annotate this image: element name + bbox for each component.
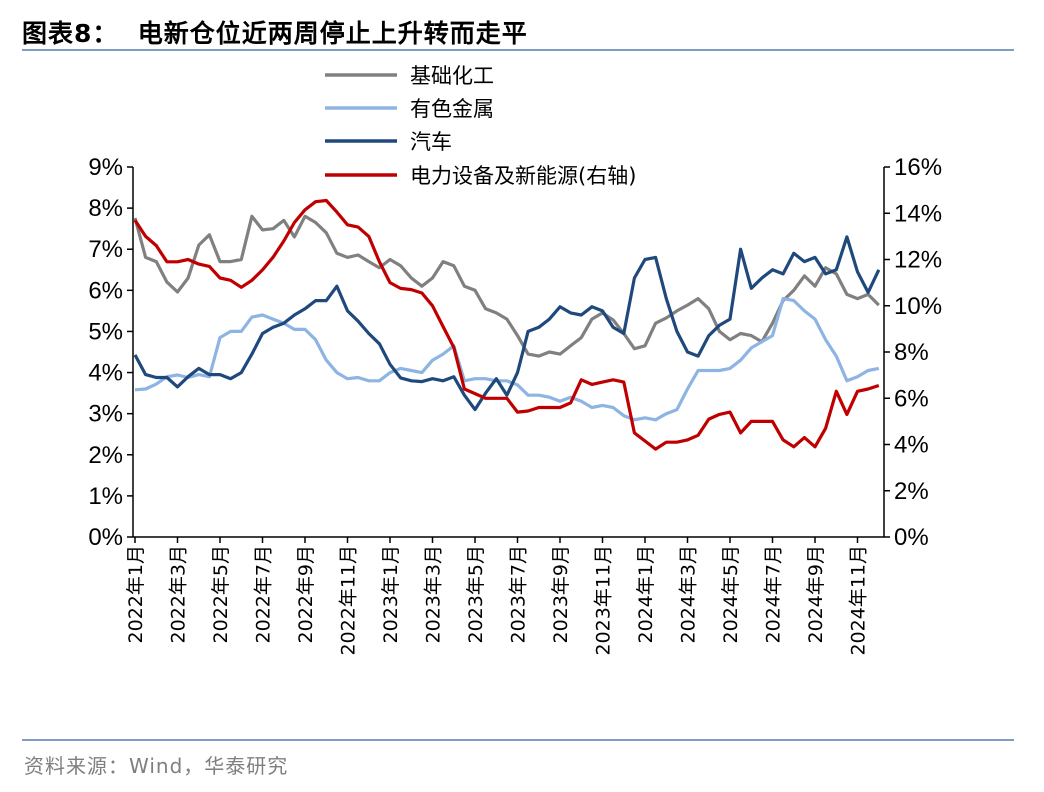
x-tick-label: 2024年7月	[763, 545, 785, 643]
chart-title: 图表8： 电新仓位近两周停止上升转而走平	[22, 19, 528, 48]
x-tick-label: 2022年7月	[253, 545, 275, 643]
x-tick-label: 2024年9月	[805, 545, 827, 643]
right-tick-label: 8%	[894, 339, 929, 366]
left-tick-label: 4%	[88, 360, 123, 387]
x-tick-label: 2022年9月	[295, 545, 317, 643]
x-tick-label: 2023年3月	[423, 545, 445, 643]
legend-label: 有色金属	[410, 97, 494, 121]
left-tick-label: 8%	[88, 195, 123, 222]
left-tick-label: 9%	[88, 154, 123, 181]
title-divider	[22, 49, 1014, 51]
x-tick-label: 2024年5月	[720, 545, 742, 643]
x-tick-label: 2024年1月	[635, 545, 657, 643]
footer-divider	[22, 739, 1014, 741]
left-tick-label: 1%	[88, 483, 123, 510]
left-tick-label: 7%	[88, 236, 123, 263]
right-tick-label: 0%	[894, 524, 929, 551]
right-tick-label: 14%	[894, 200, 942, 227]
x-tick-label: 2023年11月	[593, 545, 615, 656]
source-note: 资料来源：Wind，华泰研究	[24, 754, 289, 778]
x-tick-label: 2023年5月	[465, 545, 487, 643]
right-tick-label: 10%	[894, 293, 942, 320]
x-tick-label: 2023年9月	[550, 545, 572, 643]
left-tick-label: 0%	[88, 524, 123, 551]
x-tick-label: 2023年1月	[380, 545, 402, 643]
left-tick-label: 5%	[88, 318, 123, 345]
x-tick-label: 2024年11月	[848, 545, 870, 656]
axes: 0% 1% 2% 3% 4% 5% 6% 7% 8% 9% 0% 2% 4% 6% 8% 10% 12% 14% 1…	[88, 154, 942, 656]
right-tick-label: 6%	[894, 385, 929, 412]
x-tick-label: 2022年5月	[210, 545, 232, 643]
right-tick-label: 4%	[894, 432, 929, 459]
x-tick-label: 2022年3月	[168, 545, 190, 643]
x-tick-label: 2023年7月	[508, 545, 530, 643]
series-line-1	[134, 297, 880, 422]
x-tick-label: 2022年1月	[125, 545, 147, 643]
right-tick-label: 2%	[894, 478, 929, 505]
legend-label: 汽车	[410, 130, 452, 154]
right-tick-label: 12%	[894, 247, 942, 274]
series-line-2	[133, 235, 881, 412]
right-tick-label: 16%	[894, 154, 942, 181]
series-line-3	[133, 198, 880, 451]
legend-label: 电力设备及新能源(右轴)	[410, 164, 636, 188]
legend-label: 基础化工	[410, 64, 494, 88]
series-lines	[133, 198, 881, 451]
left-tick-label: 3%	[88, 401, 123, 428]
x-tick-label: 2024年3月	[678, 545, 700, 643]
x-tick-label: 2022年11月	[338, 545, 360, 656]
series-line-0	[133, 214, 880, 358]
left-tick-label: 2%	[88, 442, 123, 469]
left-tick-label: 6%	[88, 277, 123, 304]
